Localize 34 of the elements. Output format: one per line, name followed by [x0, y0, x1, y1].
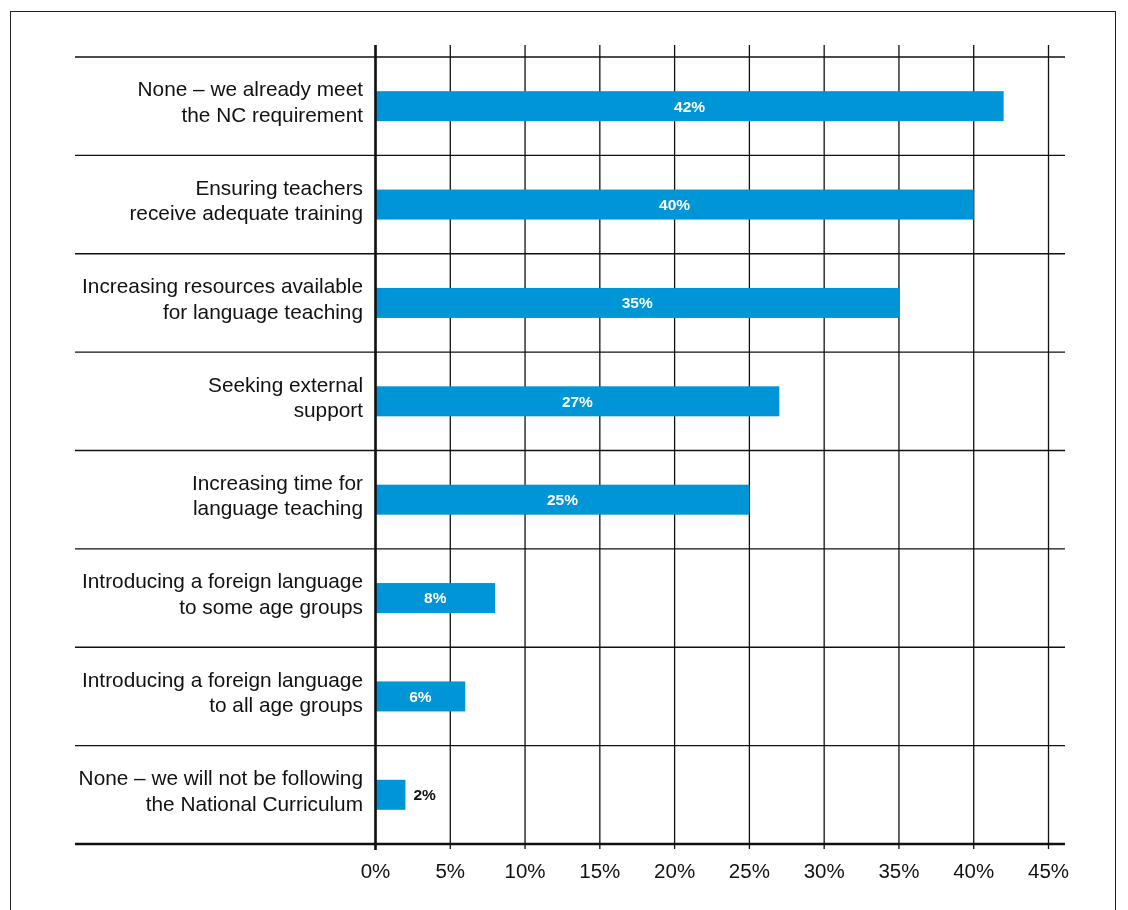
bar — [375, 91, 1004, 122]
bar — [375, 583, 496, 614]
data-label: 6% — [409, 687, 432, 705]
data-label: 25% — [546, 491, 579, 509]
y-tick-label: None – we will not be following the National Curriculum — [78, 766, 363, 815]
x-tick-label: 0% — [360, 859, 391, 882]
x-tick-label: 25% — [728, 859, 770, 882]
data-label: 2% — [413, 786, 437, 804]
bar — [375, 287, 899, 318]
x-tick-label: 35% — [878, 859, 920, 882]
y-tick-label: Introducing a foreign language to all age groups — [82, 667, 363, 717]
data-label: 8% — [424, 589, 447, 607]
x-tick-label: 30% — [803, 859, 845, 882]
bar — [375, 386, 780, 417]
data-label: 35% — [621, 294, 653, 312]
y-tick-label: Increasing time for language teaching — [191, 470, 364, 520]
y-tick-label: Increasing resources available for language teaching — [82, 274, 363, 323]
bar — [375, 189, 974, 220]
data-label: 42% — [674, 97, 706, 115]
y-tick-label: Ensuring teachers receive adequate training — [129, 175, 363, 225]
x-tick-label: 10% — [504, 859, 546, 882]
bar — [375, 484, 750, 515]
x-tick-label: 40% — [953, 859, 995, 882]
bar — [375, 681, 466, 712]
data-label: 27% — [561, 392, 594, 410]
x-tick-label: 5% — [435, 859, 466, 882]
bar — [375, 779, 406, 810]
y-tick-label: Seeking external support — [208, 372, 364, 422]
x-tick-label: 20% — [654, 859, 696, 882]
y-tick-label: None – we already meet the NC requirement — [137, 77, 364, 126]
x-tick-label: 45% — [1027, 859, 1070, 882]
x-tick-label: 15% — [579, 859, 621, 882]
y-tick-label: Introducing a foreign language to some age groups — [82, 569, 363, 618]
data-label: 40% — [659, 195, 691, 213]
